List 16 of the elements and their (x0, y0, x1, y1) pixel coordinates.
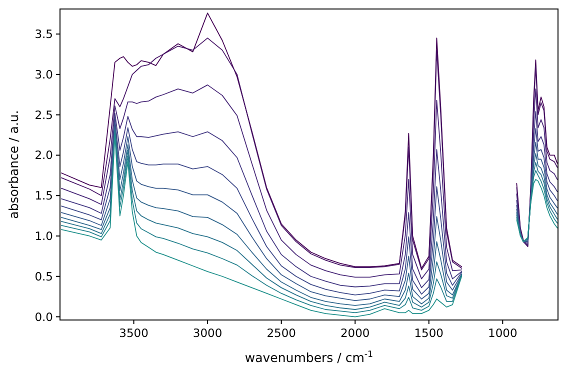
x-tick-label: 1000 (488, 326, 518, 340)
x-tick-label: 2000 (340, 326, 370, 340)
y-tick-label: 1.5 (34, 188, 53, 203)
y-tick-label: 2.0 (34, 148, 53, 162)
y-tick-label: 0.0 (34, 310, 53, 324)
x-axis-title: wavenumbers / cm$^{-1}$ (244, 350, 374, 365)
x-tick-label: 3500 (119, 326, 148, 340)
x-tick-label: 1500 (414, 326, 444, 340)
y-axis-title: absorbance / a.u. (6, 110, 21, 219)
y-tick-label: 1.0 (34, 229, 53, 244)
x-tick-label: 3000 (192, 326, 222, 340)
x-tick-label: 2500 (266, 326, 296, 340)
y-tick-label: 3.5 (34, 27, 53, 42)
y-tick-label: 0.5 (34, 269, 53, 284)
y-tick-label: 2.5 (34, 108, 53, 122)
y-tick-label: 3.0 (34, 67, 53, 82)
